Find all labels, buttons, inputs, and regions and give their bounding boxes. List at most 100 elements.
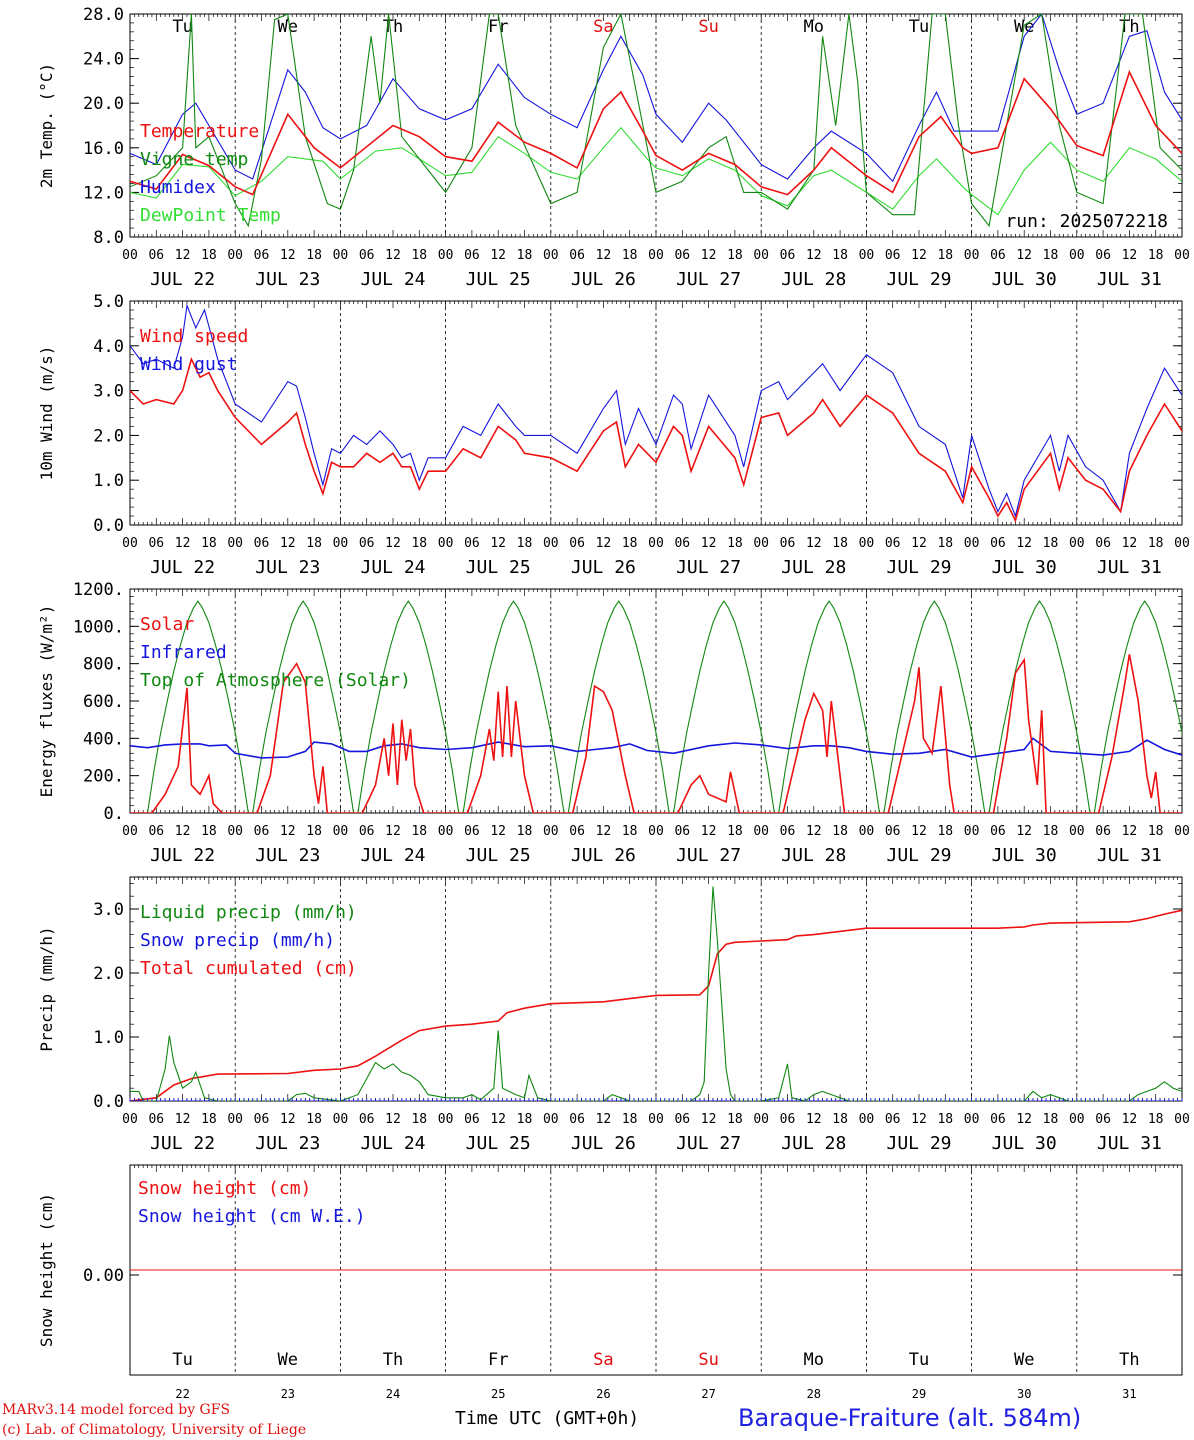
y-tick-label: 600. (83, 692, 124, 712)
legend-entry: Total cumulated (cm) (140, 958, 357, 979)
hour-tick-label: 06 (674, 824, 690, 839)
hour-tick-label: 00 (753, 1112, 769, 1127)
y-tick-label: 20.0 (83, 94, 124, 114)
hour-tick-label: 12 (911, 824, 927, 839)
hour-tick-label: 06 (1095, 536, 1111, 551)
hour-tick-label: 00 (122, 248, 138, 263)
hour-tick-label: 12 (280, 248, 296, 263)
weekday-label: Th (383, 1350, 403, 1370)
hour-tick-label: 00 (227, 248, 243, 263)
hour-tick-label: 18 (727, 248, 743, 263)
hour-tick-label: 06 (148, 824, 164, 839)
hour-tick-label: 18 (306, 536, 322, 551)
hour-tick-label: 06 (254, 248, 270, 263)
series-line-wind-gust (130, 303, 1182, 518)
hour-tick-label: 18 (937, 824, 953, 839)
hour-tick-label: 12 (596, 536, 612, 551)
hour-tick-label: 00 (438, 824, 454, 839)
hour-tick-label: 12 (1016, 536, 1032, 551)
series-line-dewpoint-temp (130, 126, 1182, 216)
hour-tick-label: 18 (622, 1112, 638, 1127)
hour-tick-label: 12 (385, 1112, 401, 1127)
date-label: JUL 24 (360, 557, 425, 578)
hour-tick-label: 06 (885, 824, 901, 839)
day-number: 30 (1017, 1387, 1031, 1401)
hour-tick-label: 12 (596, 248, 612, 263)
hour-tick-label: 00 (122, 536, 138, 551)
hour-tick-label: 00 (859, 824, 875, 839)
weekday-label: Sa (593, 1350, 613, 1370)
date-label: JUL 31 (1097, 269, 1162, 290)
weekday-label: Tu (172, 17, 192, 37)
hour-tick-label: 00 (333, 824, 349, 839)
date-label: JUL 28 (781, 845, 846, 866)
hour-tick-label: 00 (1174, 248, 1190, 263)
y-axis-title: 2m Temp. (°C) (37, 63, 56, 188)
hour-tick-label: 06 (359, 1112, 375, 1127)
hour-tick-label: 12 (1016, 1112, 1032, 1127)
hour-tick-label: 18 (306, 824, 322, 839)
date-label: JUL 26 (571, 269, 636, 290)
hour-tick-label: 12 (1016, 824, 1032, 839)
weekday-label: Su (698, 1350, 718, 1370)
date-label: JUL 23 (255, 845, 320, 866)
legend-entry: Vigne temp (140, 149, 248, 170)
hour-tick-label: 00 (227, 536, 243, 551)
y-tick-label: 800. (83, 655, 124, 675)
legend-entry: Wind gust (140, 354, 238, 375)
y-tick-label: 2.0 (93, 964, 124, 984)
hour-tick-label: 12 (280, 536, 296, 551)
series-line-top-of-atmosphere-solar (146, 600, 1182, 813)
hour-tick-label: 18 (201, 1112, 217, 1127)
y-tick-label: 0.0 (93, 1092, 124, 1112)
hour-tick-label: 12 (911, 1112, 927, 1127)
date-label: JUL 31 (1097, 1133, 1162, 1154)
date-label: JUL 25 (466, 1133, 531, 1154)
hour-tick-label: 06 (990, 248, 1006, 263)
date-label: JUL 24 (360, 269, 425, 290)
plot-frame (129, 588, 1183, 814)
day-number: 29 (912, 1387, 926, 1401)
date-label: JUL 26 (571, 845, 636, 866)
hour-tick-label: 00 (753, 248, 769, 263)
run-label: run: 2025072218 (1005, 211, 1168, 232)
weekday-label: We (278, 1350, 298, 1370)
legend-entry: Temperature (140, 121, 259, 142)
hour-tick-label: 18 (832, 248, 848, 263)
date-label: JUL 28 (781, 1133, 846, 1154)
y-axis-title: Energy fluxes (W/m²) (37, 605, 56, 798)
date-label: JUL 22 (150, 845, 215, 866)
hour-tick-label: 00 (122, 1112, 138, 1127)
hour-tick-label: 18 (727, 824, 743, 839)
hour-tick-label: 18 (622, 536, 638, 551)
hour-tick-label: 06 (359, 824, 375, 839)
date-label: JUL 27 (676, 557, 741, 578)
hour-tick-label: 06 (464, 1112, 480, 1127)
hour-tick-label: 00 (648, 248, 664, 263)
y-tick-label: 3.0 (93, 900, 124, 920)
y-tick-label: 1.0 (93, 1028, 124, 1048)
hour-tick-label: 18 (832, 824, 848, 839)
hour-tick-label: 06 (885, 248, 901, 263)
series-line-infrared (130, 737, 1182, 759)
hour-tick-label: 00 (964, 536, 980, 551)
hour-tick-label: 12 (701, 824, 717, 839)
y-tick-label: 12.0 (83, 183, 124, 203)
hour-tick-label: 12 (280, 824, 296, 839)
y-tick-label: 5.0 (93, 292, 124, 312)
y-tick-label: 0. (104, 804, 124, 824)
hour-tick-label: 12 (911, 536, 927, 551)
date-label: JUL 26 (571, 1133, 636, 1154)
hour-tick-label: 06 (569, 536, 585, 551)
hour-tick-label: 18 (727, 536, 743, 551)
hour-tick-label: 12 (1122, 248, 1138, 263)
plot-frame (129, 13, 1183, 238)
hour-tick-label: 06 (254, 1112, 270, 1127)
hour-tick-label: 00 (1174, 1112, 1190, 1127)
date-label: JUL 27 (676, 845, 741, 866)
series-group (130, 886, 1182, 1101)
hour-tick-label: 12 (1016, 248, 1032, 263)
hour-tick-label: 00 (753, 536, 769, 551)
hour-tick-label: 18 (517, 1112, 533, 1127)
